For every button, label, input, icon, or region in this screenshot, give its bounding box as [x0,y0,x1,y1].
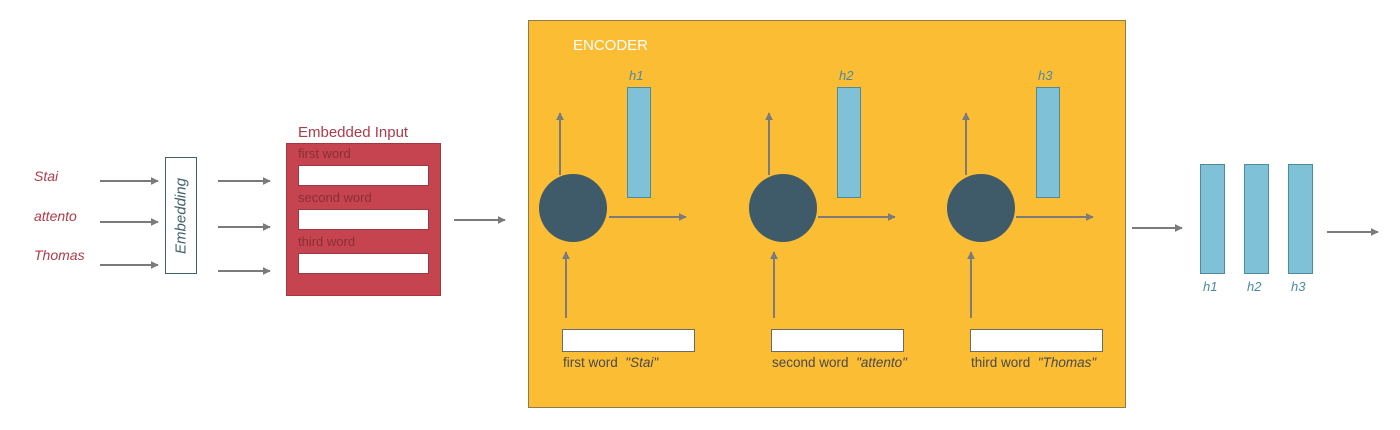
embedded-vector-2 [298,209,429,230]
embedded-row-label-2: second word [298,190,372,205]
input-vector-1 [562,329,695,352]
input-word-3: Thomas [34,247,85,263]
rnn-cell-2 [749,174,817,242]
input-vector-2 [771,329,904,352]
output-hidden-3 [1288,164,1313,274]
output-hidden-2 [1244,164,1269,274]
hidden-label-2: h2 [839,68,854,83]
encoder-caption-2: second word "attento" [772,355,907,370]
embedded-row-label-3: third word [298,234,356,249]
output-label-2: h2 [1247,279,1262,294]
encoder-caption-2-word: second word [772,355,849,370]
embedded-input-panel: first word second word third word [286,143,441,296]
embedding-layer: Embedding [165,157,197,274]
rnn-cell-1 [539,174,607,242]
hidden-label-3: h3 [1038,68,1053,83]
embedded-vector-1 [298,165,429,186]
hidden-state-1 [627,87,651,198]
hidden-state-2 [837,87,861,198]
encoder-title: ENCODER [573,37,649,54]
encoder-caption-1: first word "Stai" [563,355,658,370]
embedded-input-title: Embedded Input [298,124,409,141]
encoder-caption-3-word: third word [971,355,1031,370]
hidden-label-1: h1 [629,68,644,83]
embedded-vector-3 [298,253,429,274]
encoder-caption-1-word: first word [563,355,618,370]
output-label-1: h1 [1203,279,1218,294]
encoder-caption-2-token: "attento" [856,355,907,370]
input-word-1: Stai [34,168,59,184]
encoder-caption-3-token: "Thomas" [1037,355,1097,370]
embedded-row-label-1: first word [298,146,351,161]
output-hidden-1 [1200,164,1225,274]
encoder-caption-1-token: "Stai" [625,355,659,370]
encoder-caption-3: third word "Thomas" [971,355,1096,370]
rnn-cell-3 [947,174,1015,242]
hidden-state-3 [1036,87,1060,198]
input-vector-3 [970,329,1103,352]
output-label-3: h3 [1291,279,1306,294]
input-word-2: attento [34,208,77,224]
